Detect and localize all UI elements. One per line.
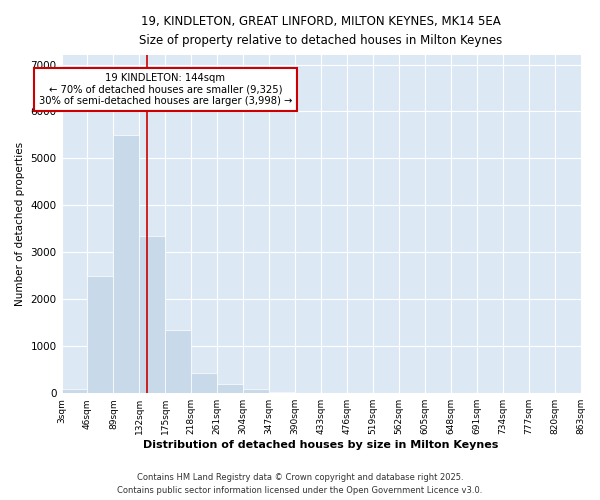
Bar	[139, 236, 166, 393]
Text: Contains HM Land Registry data © Crown copyright and database right 2025.
Contai: Contains HM Land Registry data © Crown c…	[118, 474, 482, 495]
Title: 19, KINDLETON, GREAT LINFORD, MILTON KEYNES, MK14 5EA
Size of property relative : 19, KINDLETON, GREAT LINFORD, MILTON KEY…	[139, 15, 503, 47]
Bar	[88, 276, 113, 393]
Bar	[62, 390, 88, 393]
Bar	[217, 384, 243, 393]
Bar	[191, 374, 217, 393]
Text: 19 KINDLETON: 144sqm
← 70% of detached houses are smaller (9,325)
30% of semi-de: 19 KINDLETON: 144sqm ← 70% of detached h…	[38, 73, 292, 106]
Bar	[243, 390, 269, 393]
Bar	[166, 330, 191, 393]
Bar	[113, 135, 139, 393]
X-axis label: Distribution of detached houses by size in Milton Keynes: Distribution of detached houses by size …	[143, 440, 499, 450]
Bar	[269, 392, 295, 393]
Y-axis label: Number of detached properties: Number of detached properties	[15, 142, 25, 306]
